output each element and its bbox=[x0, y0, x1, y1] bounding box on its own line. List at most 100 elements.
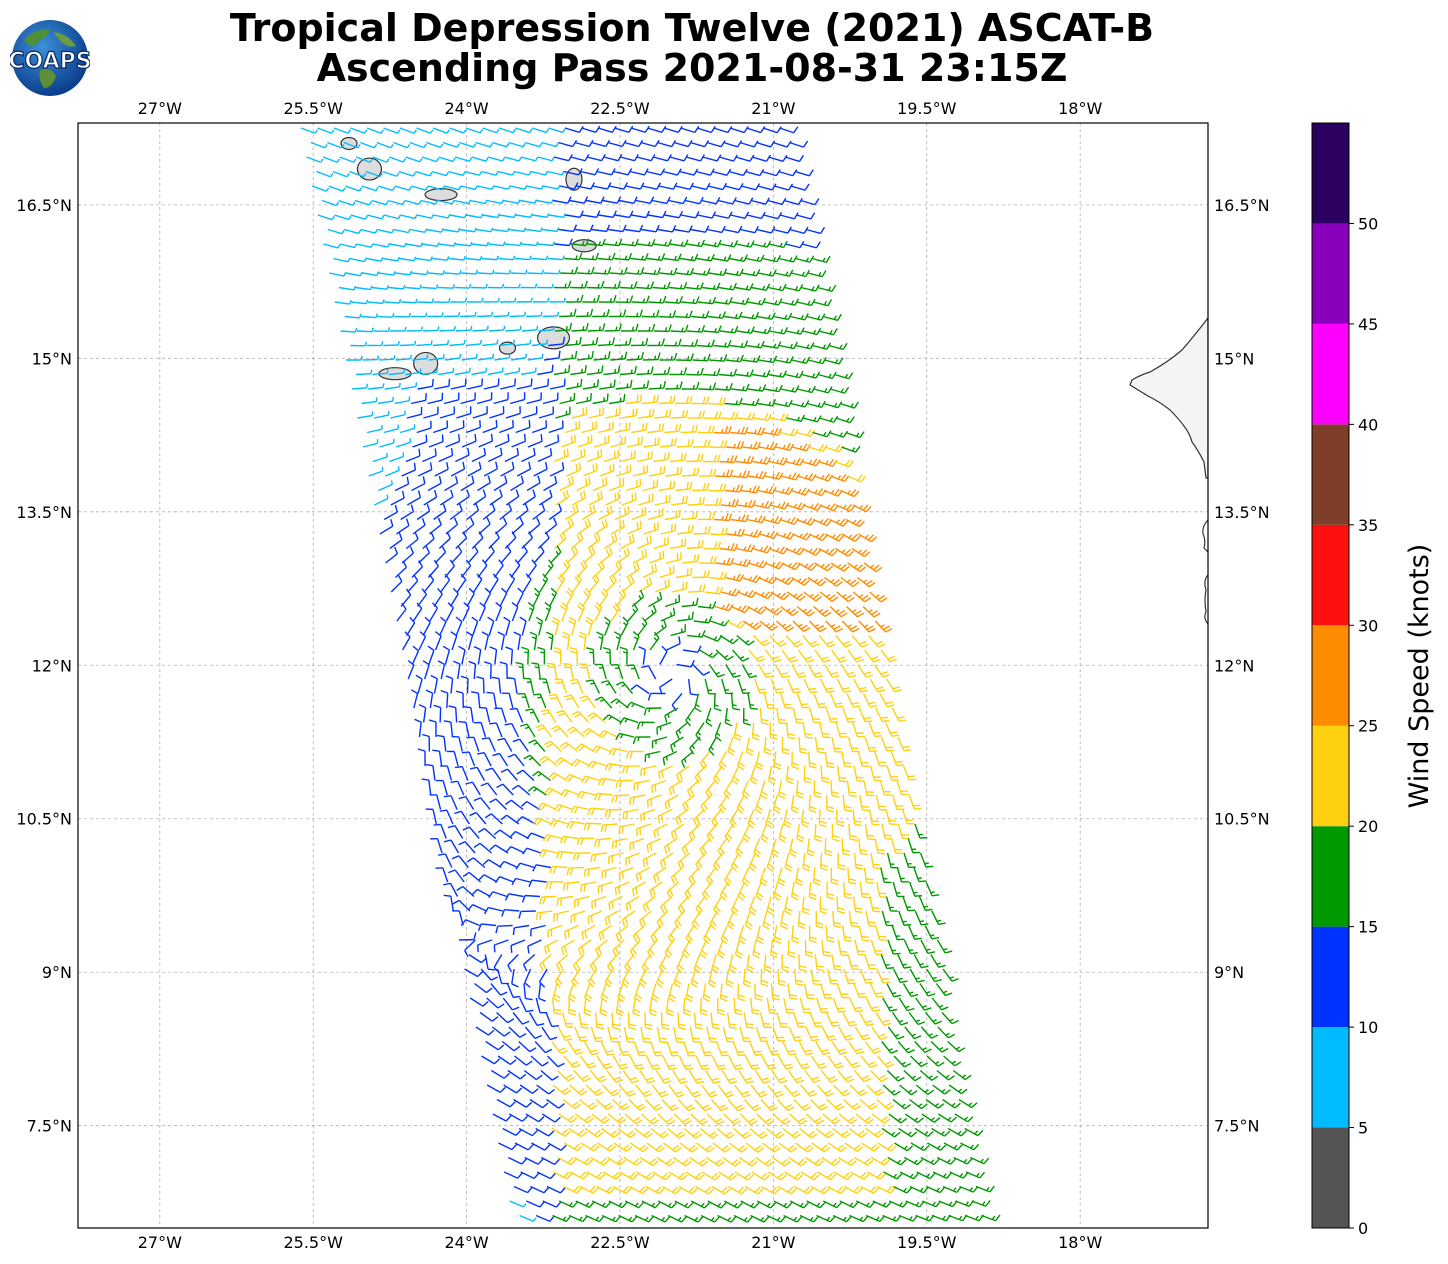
barb-half-feather bbox=[697, 241, 701, 247]
wind-barb bbox=[774, 183, 794, 191]
wind-barb bbox=[356, 243, 374, 248]
wind-barb bbox=[426, 228, 444, 233]
wind-barb bbox=[543, 269, 561, 275]
barb-shaft bbox=[684, 199, 700, 205]
barb-feather bbox=[706, 268, 711, 276]
barb-shaft bbox=[636, 156, 652, 162]
barb-half-feather bbox=[386, 494, 389, 499]
barb-shaft bbox=[629, 170, 645, 176]
barb-shaft bbox=[465, 127, 481, 134]
barb-shaft bbox=[570, 156, 586, 162]
barb-half-feather bbox=[359, 271, 363, 276]
barb-feather bbox=[479, 420, 482, 428]
wind-barb bbox=[642, 182, 661, 190]
barb-shaft bbox=[723, 228, 739, 234]
barb-feather bbox=[646, 536, 649, 545]
barb-shaft bbox=[565, 214, 581, 218]
barb-feather bbox=[614, 493, 617, 501]
barb-shaft bbox=[740, 228, 756, 234]
wind-barb bbox=[481, 170, 499, 176]
barb-half-feather bbox=[630, 283, 633, 289]
barb-half-feather bbox=[522, 142, 526, 148]
barb-half-feather bbox=[390, 143, 394, 149]
barb-half-feather bbox=[539, 227, 543, 232]
barb-feather bbox=[699, 196, 704, 204]
barb-shaft bbox=[779, 214, 795, 220]
wind-barb bbox=[659, 267, 678, 276]
wind-barb bbox=[560, 266, 579, 275]
wind-barb bbox=[366, 127, 384, 134]
barb-feather bbox=[584, 364, 587, 373]
wind-barb bbox=[393, 141, 411, 149]
wind-barb bbox=[669, 154, 689, 162]
wind-barb bbox=[553, 280, 572, 289]
barb-shaft bbox=[663, 257, 679, 262]
wind-barb bbox=[525, 141, 543, 148]
barb-shaft bbox=[696, 257, 712, 262]
barb-feather bbox=[458, 721, 467, 723]
barb-feather bbox=[903, 749, 912, 752]
barb-feather bbox=[677, 253, 682, 261]
barb-half-feather bbox=[325, 187, 330, 192]
wind-barb bbox=[333, 127, 351, 134]
barb-shaft bbox=[806, 228, 821, 235]
wind-barb bbox=[684, 196, 704, 205]
barb-feather bbox=[571, 682, 579, 685]
barb-half-feather bbox=[463, 339, 466, 345]
wind-barb bbox=[653, 239, 672, 247]
barb-shaft bbox=[343, 141, 359, 149]
barb-half-feather bbox=[768, 271, 772, 276]
barb-shaft bbox=[453, 199, 469, 205]
barb-shaft bbox=[784, 156, 800, 163]
barb-half-feather bbox=[544, 170, 549, 176]
barb-feather bbox=[563, 378, 566, 387]
barb-shaft bbox=[387, 199, 403, 206]
barb-half-feather bbox=[358, 187, 363, 192]
wind-barb bbox=[503, 283, 521, 289]
barb-half-feather bbox=[619, 312, 622, 317]
island bbox=[413, 351, 439, 376]
barb-feather bbox=[628, 125, 634, 133]
barb-shaft bbox=[597, 127, 613, 133]
barb-feather bbox=[557, 434, 560, 442]
barb-shaft bbox=[587, 243, 603, 247]
barb-half-feather bbox=[346, 172, 350, 178]
wind-barb bbox=[432, 127, 450, 134]
barb-half-feather bbox=[707, 256, 710, 261]
barb-half-feather bbox=[653, 355, 657, 360]
barb-feather bbox=[732, 197, 737, 205]
barb-shaft bbox=[448, 170, 464, 177]
wind-barb bbox=[438, 241, 457, 247]
wind-barb bbox=[574, 139, 594, 148]
barb-half-feather bbox=[452, 284, 455, 289]
barb-shaft bbox=[746, 214, 762, 220]
barb-feather bbox=[567, 196, 572, 204]
barb-feather bbox=[819, 706, 827, 709]
barb-feather bbox=[661, 125, 667, 133]
barb-shaft bbox=[751, 156, 767, 162]
barb-shaft bbox=[702, 243, 718, 248]
barb-half-feather bbox=[620, 269, 624, 275]
barb-feather bbox=[844, 765, 852, 768]
barb-feather bbox=[448, 378, 451, 387]
wind-barb bbox=[607, 139, 627, 148]
barb-half-feather bbox=[653, 269, 657, 275]
barb-shaft bbox=[560, 272, 576, 275]
barb-feather bbox=[788, 269, 794, 277]
barb-feather bbox=[722, 268, 728, 276]
wind-barb bbox=[719, 240, 739, 248]
barb-half-feather bbox=[442, 354, 445, 359]
barb-shaft bbox=[668, 199, 684, 205]
barb-shaft bbox=[564, 257, 580, 261]
barb-shaft bbox=[393, 141, 408, 149]
barb-feather bbox=[684, 239, 689, 247]
barb-feather bbox=[633, 783, 636, 791]
barb-feather bbox=[817, 747, 825, 751]
barb-feather bbox=[656, 182, 661, 190]
barb-shaft bbox=[608, 228, 624, 233]
wind-barb bbox=[619, 281, 638, 290]
barb-feather bbox=[654, 784, 657, 792]
barb-shaft bbox=[558, 141, 573, 148]
barb-shaft bbox=[476, 315, 492, 318]
barb-shaft bbox=[323, 243, 339, 249]
